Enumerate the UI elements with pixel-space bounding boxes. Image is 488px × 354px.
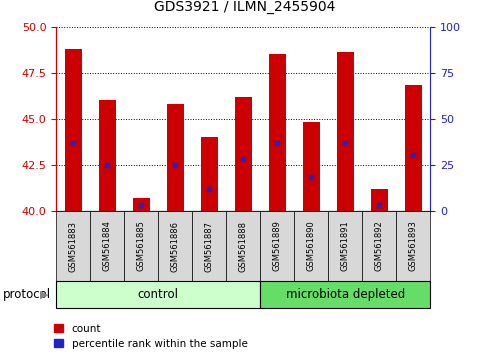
Bar: [64, 48, 81, 211]
FancyBboxPatch shape: [56, 281, 260, 308]
Text: microbiota depleted: microbiota depleted: [285, 288, 404, 301]
FancyBboxPatch shape: [260, 211, 294, 281]
Text: GSM561892: GSM561892: [374, 221, 383, 272]
FancyBboxPatch shape: [124, 211, 158, 281]
FancyBboxPatch shape: [294, 211, 327, 281]
Bar: [234, 97, 251, 211]
FancyBboxPatch shape: [192, 211, 226, 281]
Text: protocol: protocol: [2, 288, 50, 301]
Bar: [201, 137, 217, 211]
Bar: [99, 100, 116, 211]
Bar: [336, 52, 353, 211]
Bar: [404, 85, 421, 211]
Text: GSM561884: GSM561884: [102, 221, 112, 272]
FancyBboxPatch shape: [327, 211, 362, 281]
Text: GSM561883: GSM561883: [69, 221, 78, 272]
FancyBboxPatch shape: [158, 211, 192, 281]
FancyBboxPatch shape: [90, 211, 124, 281]
Legend: count, percentile rank within the sample: count, percentile rank within the sample: [54, 324, 247, 349]
Text: GDS3921 / ILMN_2455904: GDS3921 / ILMN_2455904: [154, 0, 334, 14]
Text: GSM561886: GSM561886: [170, 221, 180, 272]
Text: GSM561893: GSM561893: [408, 221, 417, 272]
FancyBboxPatch shape: [260, 281, 429, 308]
Text: GSM561890: GSM561890: [306, 221, 315, 272]
Bar: [166, 104, 183, 211]
Bar: [370, 189, 387, 211]
Bar: [132, 198, 149, 211]
Text: GSM561888: GSM561888: [238, 221, 247, 272]
Text: ▶: ▶: [40, 290, 48, 300]
Text: GSM561887: GSM561887: [204, 221, 213, 272]
Text: GSM561885: GSM561885: [137, 221, 145, 272]
FancyBboxPatch shape: [362, 211, 395, 281]
FancyBboxPatch shape: [226, 211, 260, 281]
FancyBboxPatch shape: [56, 211, 90, 281]
FancyBboxPatch shape: [395, 211, 429, 281]
Bar: [302, 122, 319, 211]
Bar: [268, 54, 285, 211]
Text: GSM561891: GSM561891: [340, 221, 349, 272]
Text: control: control: [138, 288, 179, 301]
Text: GSM561889: GSM561889: [272, 221, 281, 272]
